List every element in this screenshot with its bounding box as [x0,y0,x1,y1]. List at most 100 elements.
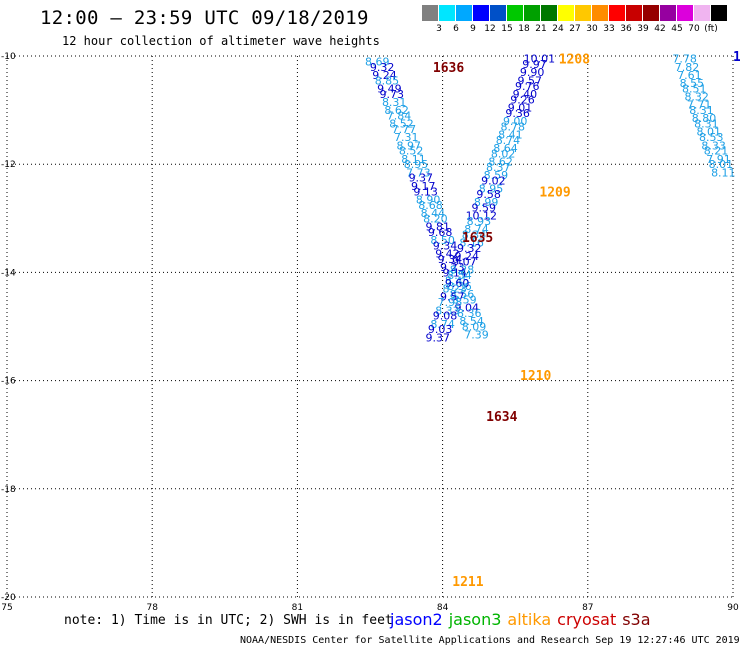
wave-height-value: 8.16 [459,237,484,250]
wave-height-value: 7.98 [438,296,463,309]
wave-height-value: 8.31 [694,118,719,131]
wave-height-value: 8.80 [692,112,717,125]
wave-height-value: 8.41 [498,128,523,141]
wave-height-value: 8.74 [464,223,489,236]
color-swatch [711,5,727,21]
y-tick-label: -10 [1,52,16,62]
pass-time-label: 1634 [486,410,517,425]
y-tick-label: -12 [1,160,16,170]
axis-ticks: 75 78 81 84 87 90 -10 -12 -14 -16 -18 -20 [1,52,739,610]
wave-height-value: 9.14 [442,266,467,279]
wave-height-value: 9.59 [471,201,496,214]
wave-height-value: 9.57 [517,74,542,87]
wave-height-value: 8.56 [450,288,475,301]
wave-height-value: 8.54 [459,315,484,328]
wave-height-value: 8.69 [365,55,390,68]
y-tick-label: -14 [1,268,16,278]
wave-height-value: 9.26 [510,93,535,106]
wave-height-value: 8.95 [404,158,429,171]
wave-height-value: 9.76 [515,80,540,93]
wave-height-value: 8.59 [452,293,477,306]
color-scale-label: 21 [535,24,547,34]
color-scale-label: 36 [620,24,632,34]
wave-height-value: 7.73 [406,166,431,179]
wave-height-value: 9.00 [503,115,528,128]
color-scale-label: 27 [569,24,581,34]
time-labels: 1636 1208 1915 1209 1635 1210 1634 1211 [433,50,740,590]
color-swatch [490,5,506,21]
wave-height-value: 9.49 [377,82,402,95]
color-scale-label: 39 [637,24,649,34]
color-swatch [575,5,591,21]
pass-time-label: 1915 [733,50,740,65]
wave-height-value: 9.03 [428,323,453,336]
wave-height-value: 8.52 [399,145,424,158]
color-scale-label: 42 [654,24,666,34]
legend-altika: altika [507,610,552,629]
footer-credit: NOAA/NESDIS Center for Satellite Applica… [240,635,740,646]
color-swatch [677,5,693,21]
wave-height-value: 8.74 [496,134,521,147]
color-swatch [422,5,438,21]
color-swatch [660,5,676,21]
x-tick-label: 84 [437,603,449,610]
wave-height-value: 9.81 [426,220,451,233]
wave-height-value: 9.37 [426,331,451,344]
wave-height-value: 9.60 [445,277,470,290]
color-scale-label: (ft) [704,24,718,34]
color-swatch [439,5,455,21]
color-scale-label: 45 [671,24,683,34]
wave-height-value: 7.91 [706,153,731,166]
color-swatch [694,5,710,21]
wave-height-value: 9.13 [413,185,438,198]
pass-time-label: 1208 [559,53,590,68]
wave-height-value: 8.45 [445,275,470,288]
wave-height-value: 8.23 [442,283,467,296]
wave-height-value: 9.34 [438,253,463,266]
wave-height-value: 7.39 [464,329,489,342]
x-tick-label: 90 [727,603,739,610]
x-tick-label: 78 [146,603,158,610]
wave-height-value: 9.90 [520,66,545,79]
wave-height-value: 8.62 [384,104,409,117]
pass-time-label: 1209 [539,185,570,200]
wave-height-value: 8.36 [447,280,472,293]
wave-height-value: 8.52 [389,118,414,131]
color-scale-label: 15 [501,24,513,34]
color-scale-label: 18 [518,24,530,34]
wave-height-value: 8.28 [450,264,475,277]
pass-time-label: 1210 [520,369,551,384]
wave-height-value: 9.17 [411,180,436,193]
color-swatch [558,5,574,21]
wave-height-value: 8.97 [396,139,421,152]
legend-jason2: jason2 [390,610,443,629]
wave-height-value: 7.31 [394,131,419,144]
wave-height-value: 9.04 [455,302,480,315]
color-swatch [524,5,540,21]
wave-height-map: 8.699.329.248.859.499.738.318.627.848.52… [1,50,740,610]
wave-height-value: 9.32 [370,61,395,74]
color-scale-label: 30 [586,24,598,34]
legend-jason3: jason3 [448,610,502,629]
x-tick-label: 81 [292,603,303,610]
wave-height-value: 8.68 [418,199,443,212]
wave-height-value: 7.82 [675,61,700,74]
wave-height-value: 8.20 [423,212,448,225]
wave-height-value: 7.71 [687,99,712,112]
wave-height-value: 8.93 [467,215,492,228]
wave-height-value: 10.01 [524,53,556,66]
wave-height-value: 8.85 [375,74,400,87]
wave-height-value: 9.24 [372,69,397,82]
color-swatch [541,5,557,21]
pass-time-label: 1636 [433,61,464,76]
wave-height-value: 8.09 [462,321,487,334]
wave-height-value: 9.24 [455,250,480,263]
wave-height-value: 8.55 [680,77,705,90]
x-tick-label: 87 [582,603,593,610]
wave-height-value: 8.59 [484,169,509,182]
wave-height-value: 9.32 [457,242,482,255]
wave-height-value: 7.61 [677,69,702,82]
color-scale-label: 24 [552,24,564,34]
color-swatch [592,5,608,21]
pass-time-label: 1635 [462,231,493,246]
